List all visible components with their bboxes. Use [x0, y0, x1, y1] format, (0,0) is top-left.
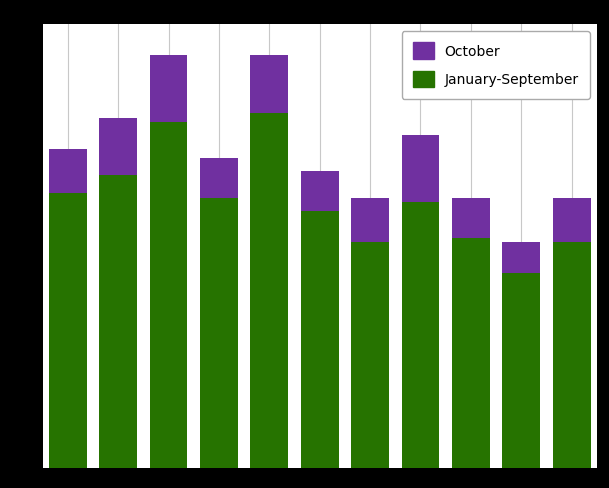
Bar — [452, 238, 490, 468]
Bar — [301, 211, 339, 468]
Bar — [502, 242, 540, 273]
Bar — [351, 242, 389, 468]
Bar — [351, 198, 389, 242]
Bar — [49, 193, 86, 468]
Bar — [99, 118, 137, 175]
Bar — [250, 56, 288, 113]
Bar — [301, 171, 339, 211]
Bar — [150, 56, 188, 122]
Bar — [200, 158, 238, 198]
Bar — [200, 198, 238, 468]
Bar — [502, 273, 540, 468]
Bar — [401, 135, 439, 202]
Bar — [99, 175, 137, 468]
Bar — [452, 198, 490, 238]
Bar — [250, 113, 288, 468]
Bar — [49, 149, 86, 193]
Legend: October, January-September: October, January-September — [401, 31, 590, 99]
Bar — [401, 202, 439, 468]
Bar — [553, 242, 591, 468]
Bar — [150, 122, 188, 468]
Bar — [553, 198, 591, 242]
